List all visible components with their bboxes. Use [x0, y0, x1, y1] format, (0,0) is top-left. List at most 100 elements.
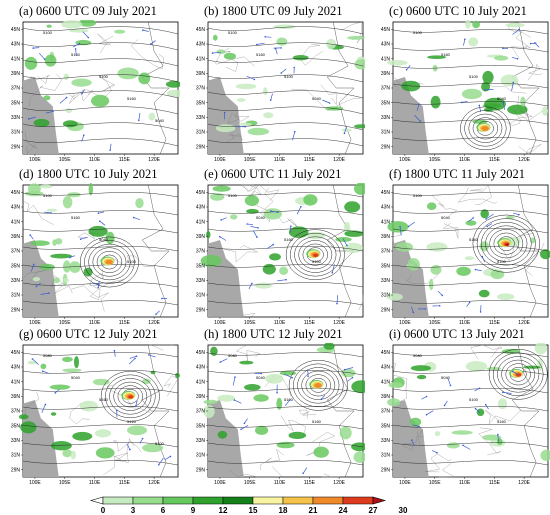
precip-cell	[203, 405, 215, 418]
lat-tick-label: 39N	[196, 71, 206, 77]
precip-cell	[468, 37, 479, 47]
wind-arrow-head	[478, 104, 481, 107]
precip-cell	[388, 382, 403, 388]
precip-core	[128, 395, 134, 399]
precip-cell	[46, 208, 58, 212]
colorbar-tick-label: 27	[369, 506, 378, 514]
wind-arrow-head	[399, 226, 401, 228]
lon-tick-label: 120E	[518, 480, 530, 486]
wind-arrow	[481, 256, 485, 263]
lon-tick-label: 100E	[214, 320, 226, 326]
contour-label: 5100	[469, 74, 479, 79]
precip-cell	[434, 431, 441, 437]
wind-arrow	[164, 456, 171, 461]
lat-tick-label: 35N	[381, 100, 391, 106]
panel-c: (c) 0600 UTC 10 July 2021 5100 5160 5100 504…	[375, 2, 550, 163]
precip-cell	[200, 254, 222, 267]
colorbar-tick-label: 6	[161, 506, 166, 514]
low-contour	[79, 236, 139, 288]
lon-tick-label: 110E	[89, 157, 101, 163]
wind-arrow-head	[478, 387, 481, 390]
precip-cell	[276, 37, 288, 46]
wind-arrow	[265, 36, 272, 38]
wind-arrow	[512, 371, 519, 376]
wind-arrow	[302, 467, 308, 474]
wind-arrow-head	[233, 399, 236, 401]
colorbar-left-cap	[89, 496, 104, 505]
lon-tick-label: 110E	[89, 480, 101, 486]
wind-arrow	[32, 358, 39, 365]
wind-arrow	[463, 39, 466, 46]
colorbar-tick-label: 9	[191, 506, 196, 514]
lat-tick-label: 37N	[381, 409, 391, 415]
map-plot: 5100 5160 5100 5040 29N 31N 33N 35N 37N 39N 41N 43N…	[381, 20, 549, 163]
wind-arrow-head	[481, 255, 484, 258]
low-contour	[288, 359, 348, 411]
low-contour	[464, 110, 507, 147]
colorbar-segment	[102, 496, 134, 505]
border-line	[163, 375, 179, 397]
wind-arrow	[275, 48, 278, 55]
border-line	[215, 50, 255, 67]
precip-cell	[239, 360, 254, 365]
colorbar-segment	[342, 496, 374, 505]
lat-tick-label: 33N	[381, 115, 391, 121]
precip-cell	[215, 124, 236, 133]
lon-tick-label: 120E	[333, 320, 345, 326]
contour-label: 5040	[441, 215, 451, 220]
wind-arrow-head	[134, 405, 137, 407]
colorbar-tick-label: 18	[279, 506, 288, 514]
wind-arrow	[497, 434, 499, 442]
lat-tick-label: 39N	[196, 394, 206, 400]
height-contour	[207, 58, 364, 67]
height-contour	[207, 42, 364, 51]
height-contour	[207, 460, 364, 466]
panel-g: (g) 0600 UTC 12 July 2021 5080 5040 5160 512…	[5, 325, 183, 486]
wind-arrow	[240, 425, 249, 430]
precip-cell	[478, 289, 490, 298]
precip-cell	[505, 215, 515, 220]
border-line	[87, 279, 125, 301]
wind-arrow-head	[405, 68, 408, 71]
lat-tick-label: 35N	[11, 423, 21, 429]
precip-cell	[114, 29, 126, 34]
wind-arrow	[148, 354, 156, 358]
border-line	[320, 84, 338, 106]
precip-cell	[426, 242, 448, 252]
border-line	[439, 463, 456, 478]
wind-arrow	[42, 370, 50, 374]
wind-arrow-head	[109, 149, 111, 151]
contour-label: 5040	[312, 96, 322, 101]
lat-tick-label: 35N	[196, 423, 206, 429]
lon-tick-label: 110E	[274, 157, 286, 163]
precip-cell	[74, 356, 79, 369]
precip-cell	[497, 398, 508, 410]
wind-arrow	[406, 65, 411, 70]
precip-cell	[68, 28, 89, 33]
lat-tick-label: 43N	[381, 42, 391, 48]
low-contour	[96, 251, 123, 273]
precip-cell	[212, 185, 231, 192]
wind-arrow-head	[81, 92, 83, 95]
lat-tick-label: 37N	[196, 249, 206, 255]
wind-arrow	[513, 212, 519, 216]
lat-tick-label: 45N	[11, 350, 21, 356]
panel-title: (i) 0600 UTC 13 July 2021	[389, 327, 525, 341]
wind-arrow-head	[138, 119, 140, 121]
precip-cell	[386, 293, 403, 301]
wind-arrow	[155, 310, 160, 315]
wind-arrow-head	[148, 354, 150, 356]
lat-tick-label: 39N	[381, 394, 391, 400]
contour-label: 5100	[43, 30, 53, 35]
wind-arrow	[322, 99, 330, 104]
precip-cell	[472, 20, 480, 29]
wind-arrow	[444, 400, 448, 406]
precip-cell	[255, 282, 272, 289]
precip-cell	[387, 398, 401, 407]
wind-arrow	[426, 410, 434, 416]
precip-cell	[62, 120, 78, 128]
low-contour	[481, 221, 532, 266]
border-line	[77, 232, 100, 240]
low-contour	[298, 240, 333, 270]
lat-tick-label: 31N	[381, 130, 391, 136]
